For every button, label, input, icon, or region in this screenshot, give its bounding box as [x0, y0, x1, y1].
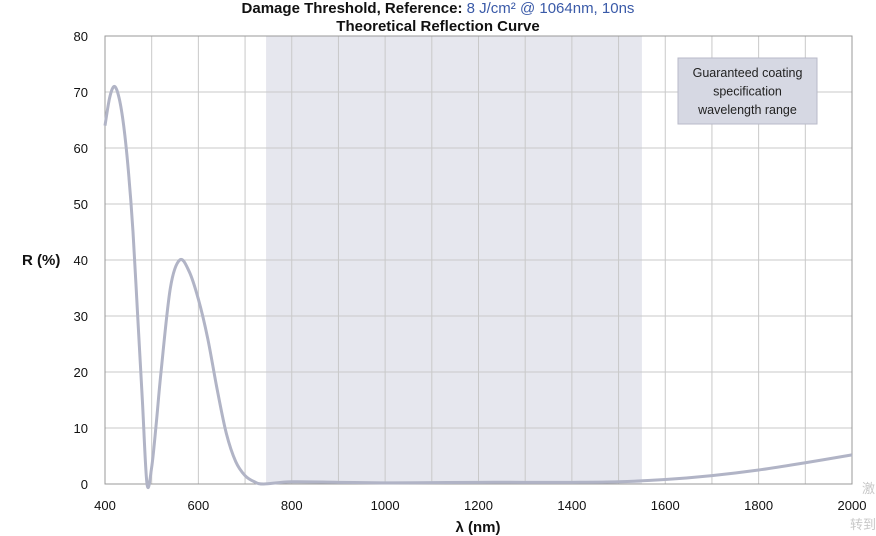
damage-threshold-line: Damage Threshold, Reference: 8 J/cm² @ 1… [0, 0, 876, 17]
y-tick-label: 10 [74, 421, 88, 436]
plot-frame [104, 35, 853, 485]
y-tick-label: 70 [74, 85, 88, 100]
watermark-line2: 转到 [850, 517, 876, 532]
watermark-line1: 激 [862, 481, 876, 496]
x-axis-label: λ (nm) [456, 519, 501, 536]
damage-threshold-label: Damage Threshold, Reference: [241, 0, 463, 17]
y-tick-label: 80 [74, 29, 88, 44]
spec-range-annotation-line: specification [713, 85, 782, 99]
y-tick-label: 50 [74, 197, 88, 212]
x-tick-label: 1600 [651, 498, 680, 513]
spec-range-annotation-line: Guaranteed coating [693, 66, 803, 80]
x-tick-label: 2000 [838, 498, 867, 513]
y-tick-label: 0 [81, 477, 88, 492]
spec-range-annotation-box [677, 57, 818, 125]
y-tick-label: 30 [74, 309, 88, 324]
x-tick-label: 800 [281, 498, 303, 513]
x-tick-label: 1400 [557, 498, 586, 513]
y-axis-label: R (%) [22, 252, 60, 269]
y-tick-label: 40 [74, 253, 88, 268]
damage-threshold-value: 8 J/cm² @ 1064nm, 10ns [466, 0, 635, 17]
x-tick-label: 1200 [464, 498, 493, 513]
y-tick-label: 20 [74, 365, 88, 380]
x-tick-label: 1800 [744, 498, 773, 513]
chart-title: Theoretical Reflection Curve [336, 18, 540, 35]
y-tick-label: 60 [74, 141, 88, 156]
x-tick-label: 400 [94, 498, 116, 513]
spec-range-annotation-line: wavelength range [697, 103, 797, 117]
x-tick-label: 600 [188, 498, 210, 513]
x-tick-label: 1000 [371, 498, 400, 513]
reflection-curve [103, 84, 853, 490]
